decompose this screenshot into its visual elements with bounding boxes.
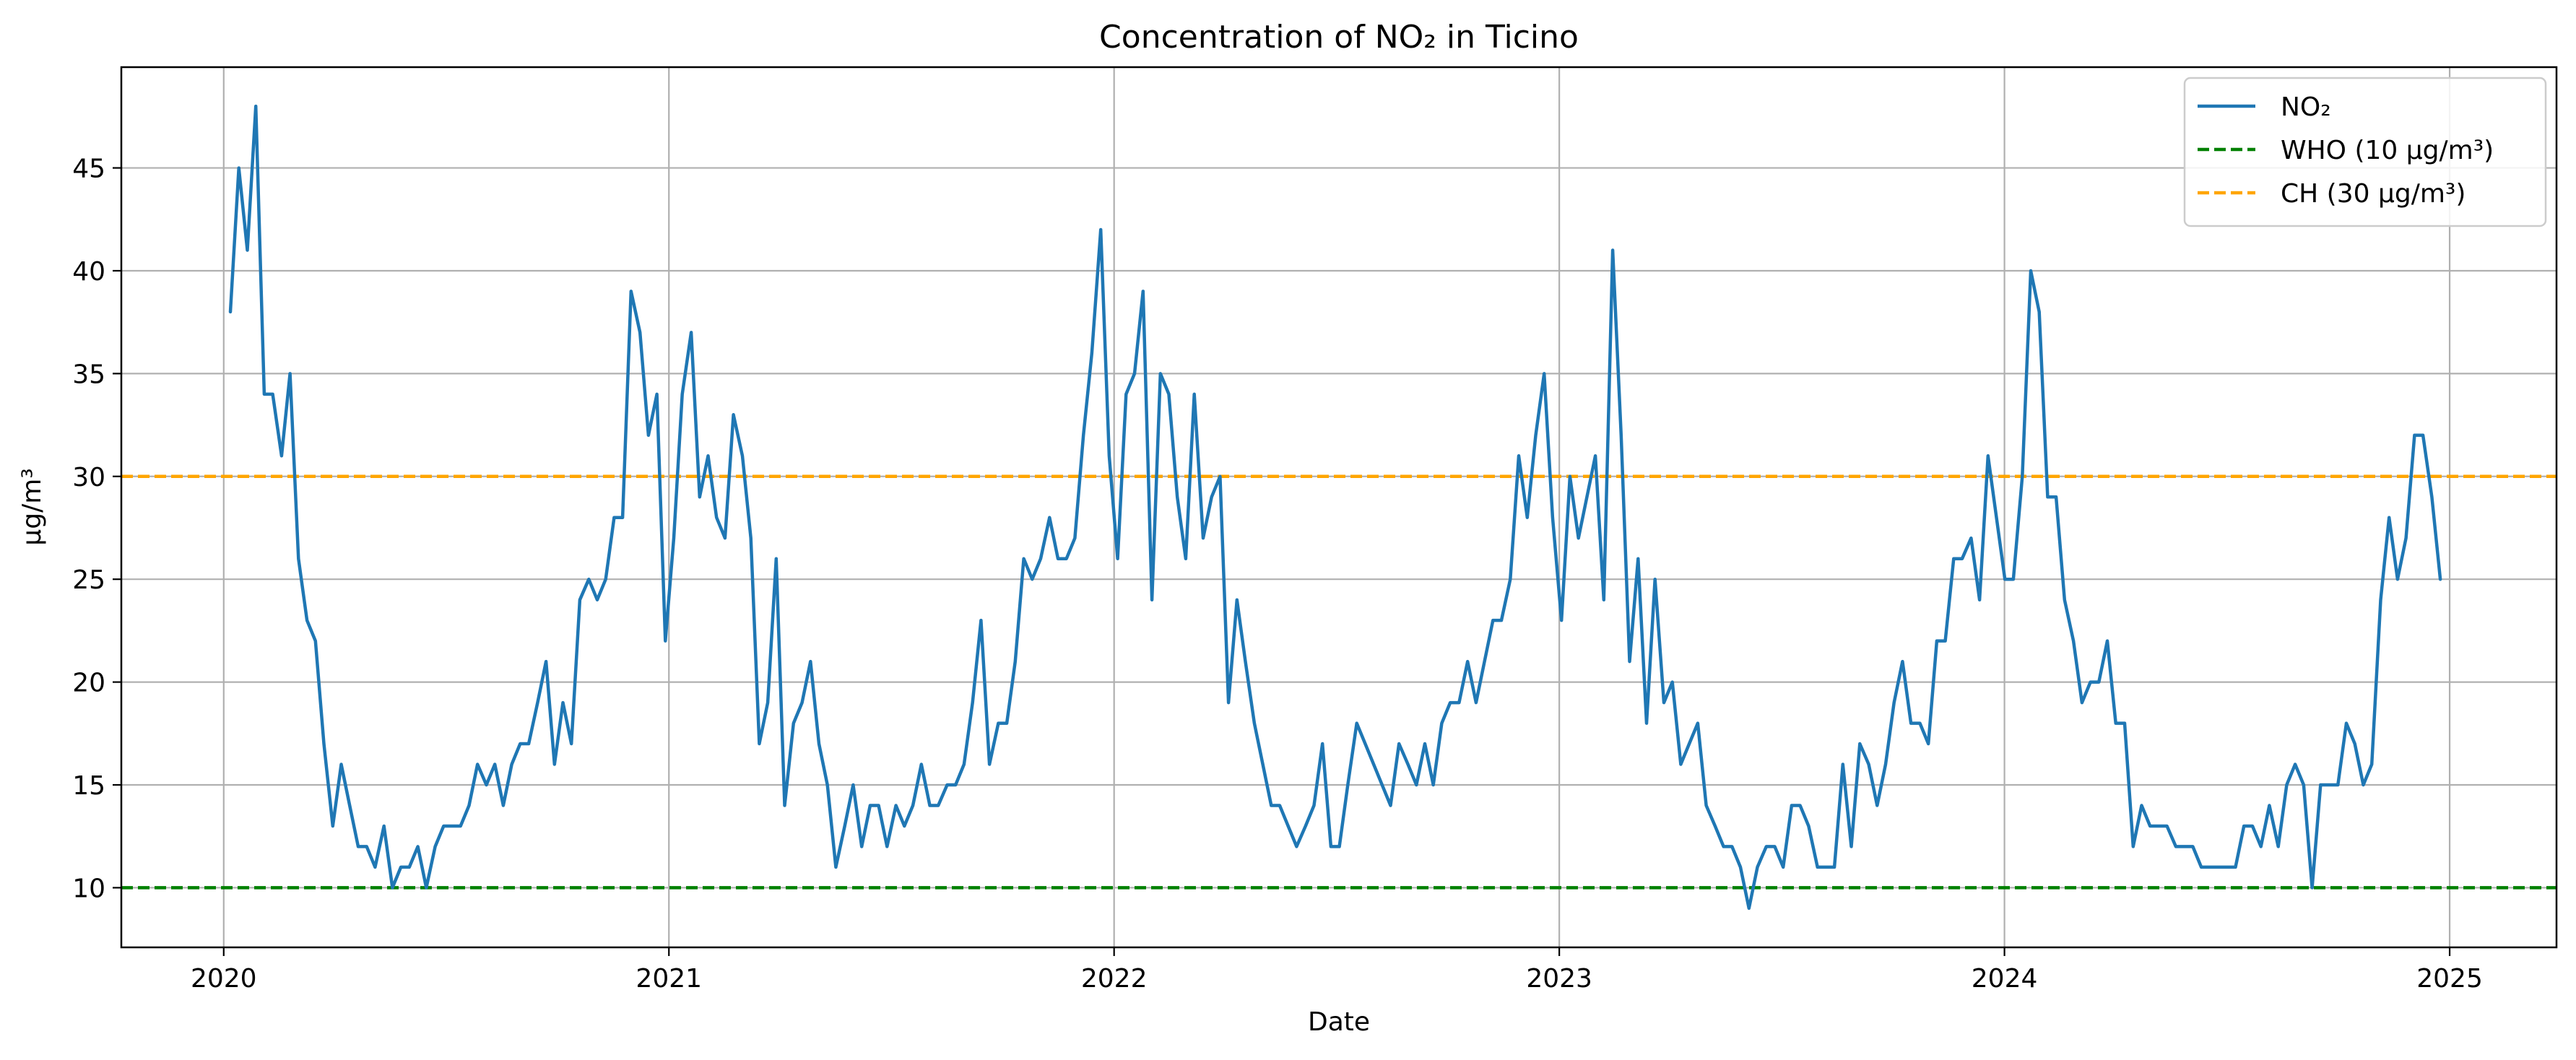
legend-label-who: WHO (10 µg/m³) xyxy=(2281,136,2494,165)
y-tick-label: 15 xyxy=(72,771,105,801)
no2-series-line xyxy=(228,104,2442,911)
y-axis: 10 15 20 25 30 35 40 45 xyxy=(72,155,121,903)
y-tick-label: 20 xyxy=(72,669,105,698)
x-axis: 2020 2021 2022 2023 2024 2025 xyxy=(191,947,2483,994)
x-tick-label: 2025 xyxy=(2416,964,2483,994)
legend: NO₂ WHO (10 µg/m³) CH (30 µg/m³) xyxy=(2183,77,2547,227)
x-tick-label: 2022 xyxy=(1081,964,1148,994)
legend-label-no2: NO₂ xyxy=(2281,92,2331,122)
reference-lines xyxy=(121,474,2557,890)
plot-frame xyxy=(120,66,2558,949)
x-tick-label: 2020 xyxy=(191,964,257,994)
y-tick-label: 10 xyxy=(72,874,105,903)
y-tick-label: 35 xyxy=(72,360,105,389)
y-tick-label: 45 xyxy=(72,155,105,184)
legend-label-ch: CH (30 µg/m³) xyxy=(2281,179,2466,209)
y-tick-label: 30 xyxy=(72,463,105,492)
plot-area xyxy=(121,67,2557,947)
chart-title: Concentration of NO₂ in Ticino xyxy=(1099,19,1579,56)
x-tick-label: 2023 xyxy=(1526,964,1592,994)
y-axis-label: µg/m³ xyxy=(17,468,47,545)
y-tick-label: 40 xyxy=(72,257,105,287)
legend-box xyxy=(2183,77,2547,227)
x-tick-label: 2021 xyxy=(636,964,702,994)
x-tick-label: 2024 xyxy=(1972,964,2038,994)
y-tick-label: 25 xyxy=(72,565,105,595)
series-layer xyxy=(228,104,2442,911)
x-axis-label: Date xyxy=(1308,1007,1370,1037)
